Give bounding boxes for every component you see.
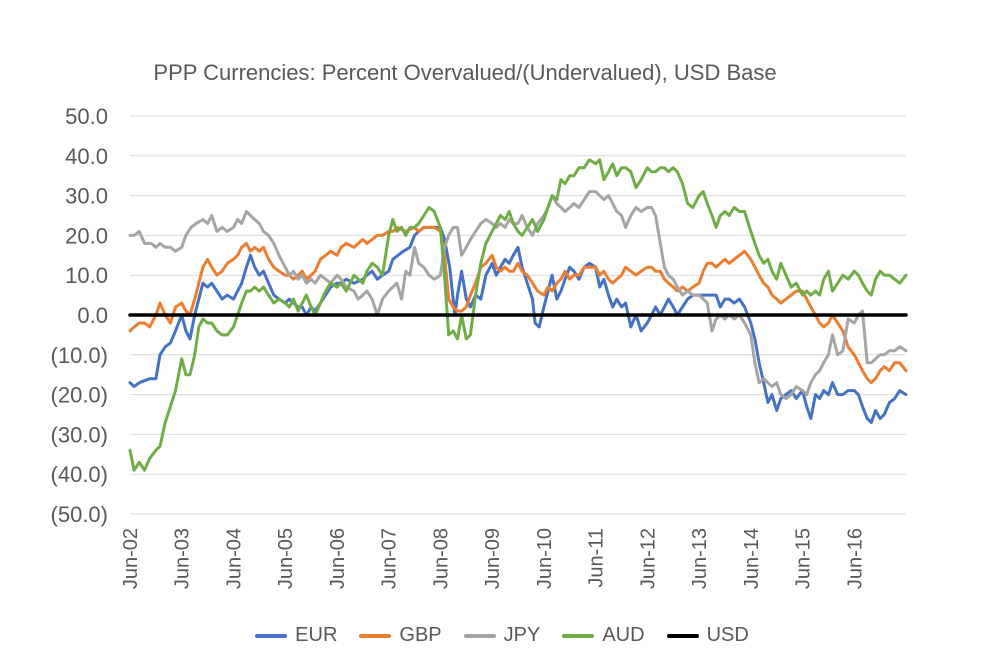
- legend-label: EUR: [295, 624, 338, 646]
- legend-item-eur: EUR: [255, 624, 337, 647]
- y-tick-label: 10.0: [65, 263, 108, 288]
- y-tick-label: (40.0): [51, 462, 108, 487]
- legend-swatch: [463, 633, 496, 638]
- x-tick-label: Jun-16: [844, 528, 866, 589]
- y-tick-label: (20.0): [51, 383, 108, 408]
- legend-label: GBP: [399, 624, 442, 646]
- x-tick-label: Jun-14: [741, 528, 763, 589]
- y-tick-label: 40.0: [65, 144, 108, 169]
- legend-label: USD: [706, 624, 749, 646]
- series-line-jpy: [128, 190, 908, 401]
- legend-swatch: [255, 633, 288, 638]
- x-tick-label: Jun-13: [689, 528, 711, 589]
- legend-item-jpy: JPY: [463, 624, 541, 647]
- chart-legend: EUR GBP JPY AUD USD: [0, 624, 1004, 647]
- x-tick-label: Jun-08: [430, 528, 452, 589]
- x-tick-label: Jun-04: [223, 528, 245, 589]
- legend-label: JPY: [503, 624, 541, 646]
- series-line-gbp: [128, 225, 908, 385]
- y-tick-label: (50.0): [51, 502, 108, 527]
- legend-item-gbp: GBP: [359, 624, 442, 647]
- x-tick-label: Jun-09: [482, 528, 504, 589]
- series-line-aud: [128, 158, 908, 472]
- x-tick-label: Jun-07: [379, 528, 401, 589]
- x-tick-label: Jun-05: [275, 528, 297, 589]
- legend-item-usd: USD: [666, 624, 749, 647]
- series-line-eur: [128, 225, 908, 424]
- x-tick-label: Jun-03: [172, 528, 194, 589]
- x-tick-label: Jun-11: [586, 528, 608, 588]
- x-tick-label: Jun-06: [327, 528, 349, 589]
- y-tick-label: (30.0): [51, 422, 108, 447]
- legend-item-aud: AUD: [562, 624, 645, 647]
- y-tick-label: (10.0): [51, 343, 108, 368]
- legend-label: AUD: [602, 624, 645, 646]
- x-tick-label: Jun-12: [637, 528, 659, 589]
- x-tick-label: Jun-02: [120, 528, 142, 589]
- y-tick-label: 50.0: [65, 104, 108, 129]
- y-tick-label: 0.0: [77, 303, 108, 328]
- legend-swatch: [562, 633, 595, 638]
- x-tick-label: Jun-15: [793, 528, 815, 589]
- legend-swatch: [666, 633, 699, 638]
- legend-swatch: [359, 633, 392, 638]
- y-tick-label: 30.0: [65, 184, 108, 209]
- y-tick-label: 20.0: [65, 223, 108, 248]
- chart-title: PPP Currencies: Percent Overvalued/(Unde…: [153, 60, 777, 85]
- x-tick-label: Jun-10: [534, 528, 556, 589]
